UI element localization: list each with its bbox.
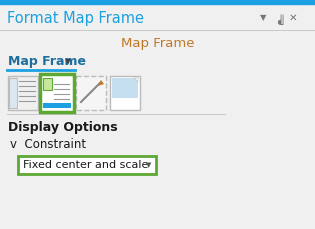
Text: ▼: ▼ <box>260 14 266 22</box>
Text: Display Options: Display Options <box>8 122 117 134</box>
Bar <box>9 78 17 108</box>
Bar <box>0 0 315 4</box>
Bar <box>8 76 38 110</box>
Text: v  Constraint: v Constraint <box>10 137 86 150</box>
Bar <box>43 103 71 108</box>
Text: Map Frame: Map Frame <box>8 55 86 68</box>
Bar <box>76 76 106 110</box>
Text: Fixed center and scale: Fixed center and scale <box>23 160 148 170</box>
Text: ▼: ▼ <box>65 57 71 66</box>
Bar <box>40 74 74 112</box>
Bar <box>110 76 140 110</box>
Bar <box>43 78 52 90</box>
Text: ⁋: ⁋ <box>274 11 282 25</box>
Text: ▼: ▼ <box>146 162 152 168</box>
Text: ✕: ✕ <box>289 13 297 23</box>
Text: Map Frame: Map Frame <box>121 38 194 51</box>
Bar <box>112 78 138 98</box>
Polygon shape <box>134 78 138 82</box>
Polygon shape <box>98 80 104 86</box>
Bar <box>18 156 156 174</box>
Text: Format Map Frame: Format Map Frame <box>7 11 144 25</box>
